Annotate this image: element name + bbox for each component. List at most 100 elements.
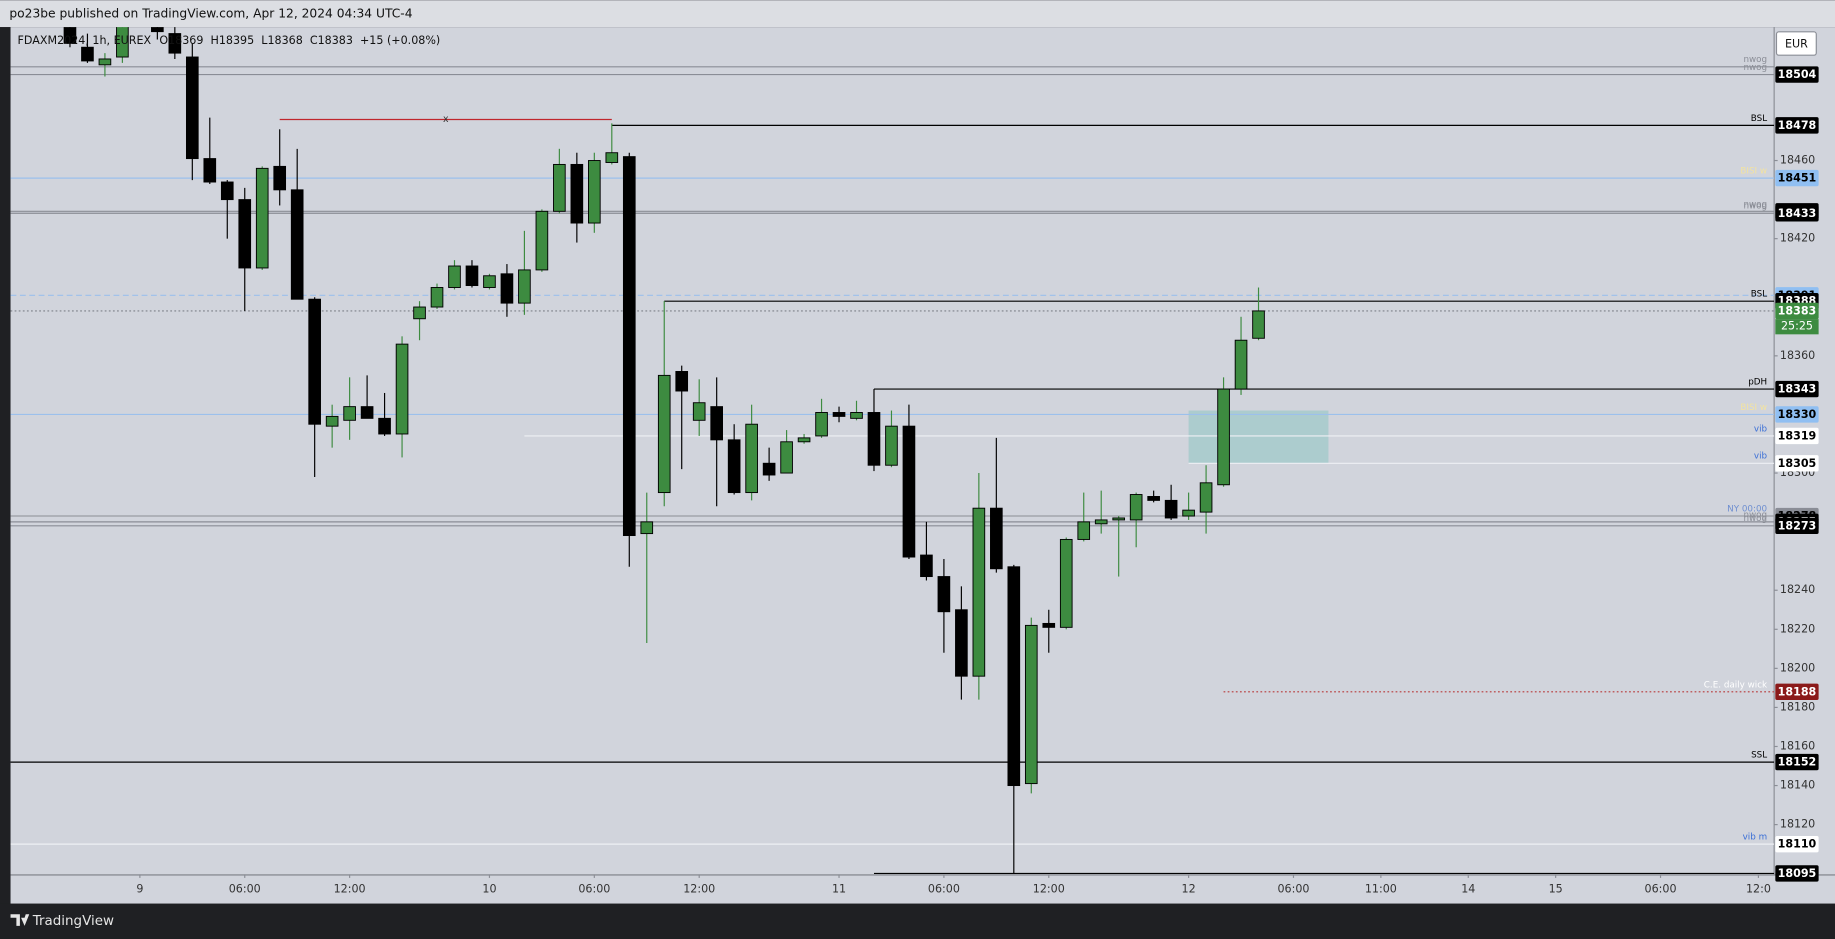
y-tick-label: 18180 — [1780, 700, 1815, 713]
candle-body — [395, 343, 409, 435]
candle-body — [81, 46, 94, 62]
candle-body — [1129, 494, 1143, 521]
candle-body — [885, 425, 898, 466]
ohlc-close: C18383 — [310, 34, 353, 47]
x-tick-label: 14 — [1461, 883, 1475, 896]
frame-left — [0, 27, 11, 904]
price-tag-label: 18478 — [1778, 119, 1817, 132]
price-tag-label: 18095 — [1778, 867, 1817, 880]
price-tag-label: 18305 — [1778, 457, 1817, 470]
candle-body — [657, 374, 671, 494]
price-tag — [1775, 753, 1819, 771]
level-label: nwog — [1743, 202, 1767, 212]
price-tag — [1775, 66, 1819, 83]
level-label: BISI w — [1740, 403, 1767, 413]
y-tick-label: 18460 — [1780, 154, 1815, 167]
price-tag-label: 18504 — [1778, 68, 1817, 81]
candle-body — [832, 412, 846, 417]
price-tag — [1775, 865, 1819, 882]
candle-body — [413, 306, 426, 320]
candle-body — [797, 437, 811, 443]
candle-body — [605, 152, 619, 163]
y-tick-label: 18120 — [1780, 818, 1815, 831]
candle-body — [1112, 517, 1126, 521]
candle-body — [535, 210, 549, 271]
brand-text: TradingView — [32, 914, 114, 929]
candle-body — [955, 609, 968, 677]
y-tick-label: 18220 — [1780, 622, 1815, 635]
level-label: vib — [1754, 424, 1768, 434]
candle-body — [1199, 482, 1213, 513]
price-tag — [1775, 683, 1819, 700]
top-bar — [0, 0, 1835, 28]
level-label: nwog — [1743, 510, 1767, 520]
candle-body — [780, 441, 793, 474]
candle-body — [1077, 521, 1091, 540]
candle-body — [692, 402, 706, 421]
level-label: pDH — [1748, 378, 1767, 388]
x-tick-label: 12 — [1182, 883, 1196, 896]
price-tag — [1775, 117, 1819, 134]
candle-body — [815, 412, 828, 437]
x-tick-label: 06:00 — [578, 883, 610, 896]
y-tick-label: 18240 — [1780, 583, 1815, 596]
candle-body — [185, 56, 199, 160]
price-tag-label: 18110 — [1778, 838, 1817, 851]
candle-body — [1217, 388, 1230, 486]
ohlc-high: H18395 — [210, 34, 254, 47]
overlay: 1846018420183601830018240182201820018180… — [136, 66, 1819, 896]
candle-body — [238, 199, 252, 269]
candle-body — [990, 507, 1003, 570]
level-label: SSL — [1751, 751, 1767, 761]
time-axis — [10, 874, 1835, 904]
candle-body — [1042, 622, 1056, 628]
y-tick-label: 18360 — [1780, 349, 1815, 362]
level-label: nwog — [1743, 514, 1767, 524]
candle-body — [448, 265, 461, 288]
price-tag — [1775, 302, 1819, 320]
price-tag-label: 18152 — [1778, 756, 1817, 769]
level-label: BSL — [1751, 290, 1767, 300]
price-tag-label: 18451 — [1778, 172, 1817, 185]
currency-label[interactable]: EUR — [1785, 38, 1808, 51]
currency-button[interactable] — [1775, 31, 1817, 56]
candle-body — [203, 158, 217, 183]
candle-body — [1059, 538, 1073, 628]
price-tag-label: 18383 — [1778, 305, 1817, 318]
level-label: vib m — [1743, 833, 1768, 843]
candle-body — [972, 507, 986, 677]
candle-body — [98, 58, 112, 66]
x-tick-label: 06:00 — [928, 883, 960, 896]
price-tag-label: 18273 — [1778, 519, 1817, 532]
candle-body — [622, 156, 636, 537]
candle-body — [867, 412, 881, 466]
level-label: x — [443, 114, 449, 125]
candle-body — [745, 423, 758, 494]
price-tag — [1775, 455, 1819, 472]
candle-body — [1147, 496, 1160, 501]
candle-body — [640, 521, 654, 535]
countdown-label: 25:25 — [1781, 320, 1813, 333]
y-tick-label: 18160 — [1780, 739, 1815, 752]
level-label: C.E. daily wick — [1704, 680, 1768, 690]
symbol: FDAXM2024, 1h, EUREX — [18, 34, 152, 47]
ohlc-open: O18369 — [159, 34, 203, 47]
candle-body — [378, 417, 391, 435]
candle-body — [1094, 519, 1108, 525]
candle-body — [553, 163, 566, 212]
candle-body — [1164, 499, 1178, 519]
price-tag — [1775, 406, 1819, 423]
candle-body — [1007, 566, 1021, 787]
candle-body — [360, 406, 374, 419]
candle-body — [168, 33, 182, 54]
price-tag — [1775, 517, 1819, 534]
y-tick-label: 18420 — [1780, 232, 1815, 245]
x-tick-label: 12:00 — [334, 883, 366, 896]
level-label: nwog — [1743, 63, 1767, 73]
y-tick-label: 18200 — [1780, 661, 1815, 674]
price-axis — [1774, 27, 1835, 875]
candle-body — [1182, 509, 1195, 517]
price-tag — [1775, 205, 1819, 222]
